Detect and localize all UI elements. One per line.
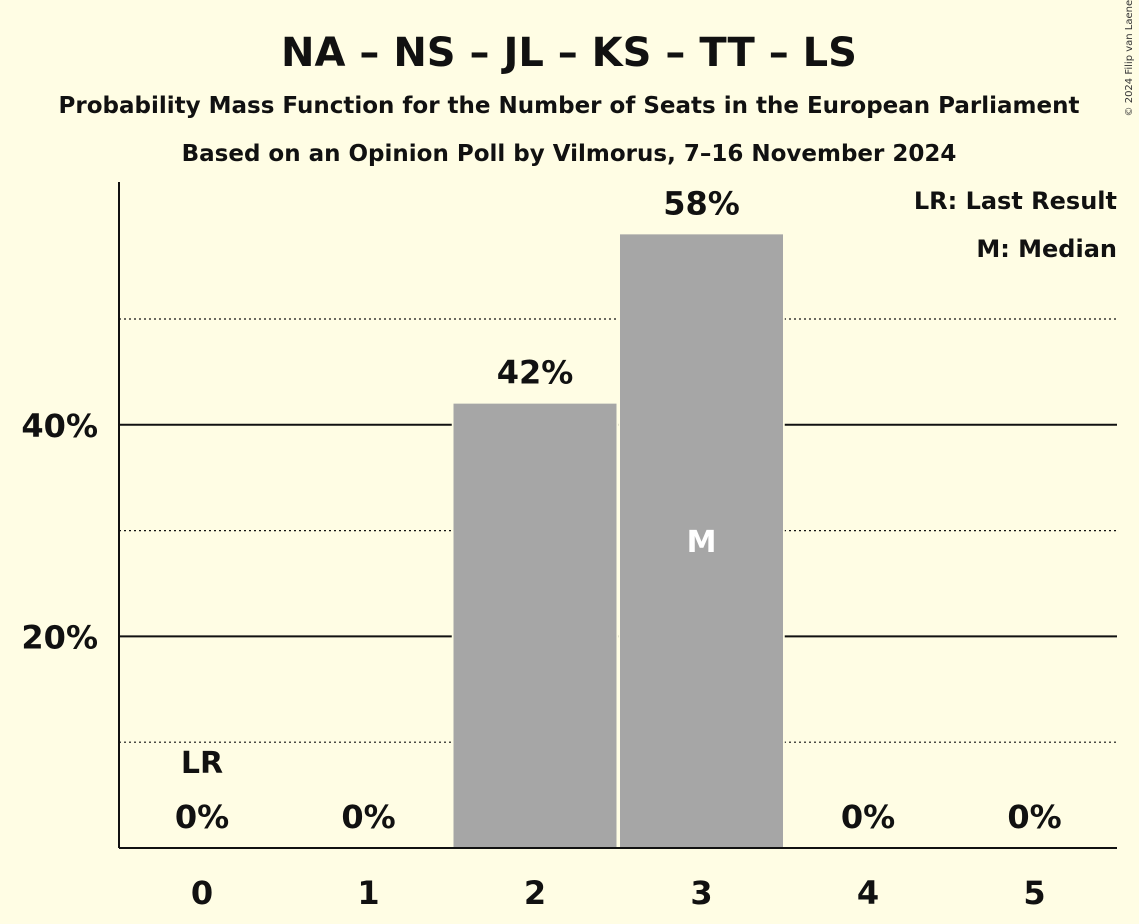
value-label: 0% bbox=[175, 798, 229, 836]
bar-seat-2 bbox=[453, 403, 617, 848]
y-tick-label: 40% bbox=[21, 407, 98, 445]
bars bbox=[451, 232, 785, 849]
x-tick-label: 1 bbox=[357, 874, 379, 912]
legend-median: M: Median bbox=[976, 235, 1117, 263]
x-tick-label: 4 bbox=[857, 874, 879, 912]
legend-last-result: LR: Last Result bbox=[914, 187, 1117, 215]
median-marker: M bbox=[687, 525, 717, 560]
last-result-marker: LR bbox=[181, 746, 223, 781]
y-tick-label: 20% bbox=[21, 618, 98, 656]
x-tick-label: 2 bbox=[524, 874, 546, 912]
axes: 20% 40% 0 1 2 3 4 5 bbox=[21, 182, 1117, 912]
value-label: 42% bbox=[497, 354, 574, 392]
bar-seat-3 bbox=[620, 234, 783, 849]
value-label: 0% bbox=[1007, 798, 1061, 836]
value-label: 0% bbox=[841, 798, 895, 836]
chart-subtitle-poll: Based on an Opinion Poll by Vilmorus, 7–… bbox=[182, 141, 957, 167]
x-tick-label: 5 bbox=[1023, 874, 1045, 912]
value-label: 58% bbox=[663, 184, 740, 222]
x-tick-label: 3 bbox=[690, 874, 712, 912]
value-label: 0% bbox=[341, 798, 395, 836]
copyright-text: © 2024 Filip van Laenen bbox=[1124, 0, 1135, 116]
chart-subtitle: Probability Mass Function for the Number… bbox=[59, 93, 1080, 119]
data-labels: 0% 0% 42% 58% 0% 0% M LR bbox=[175, 184, 1062, 836]
chart-title: NA – NS – JL – KS – TT – LS bbox=[281, 30, 857, 76]
x-tick-label: 0 bbox=[191, 874, 213, 912]
